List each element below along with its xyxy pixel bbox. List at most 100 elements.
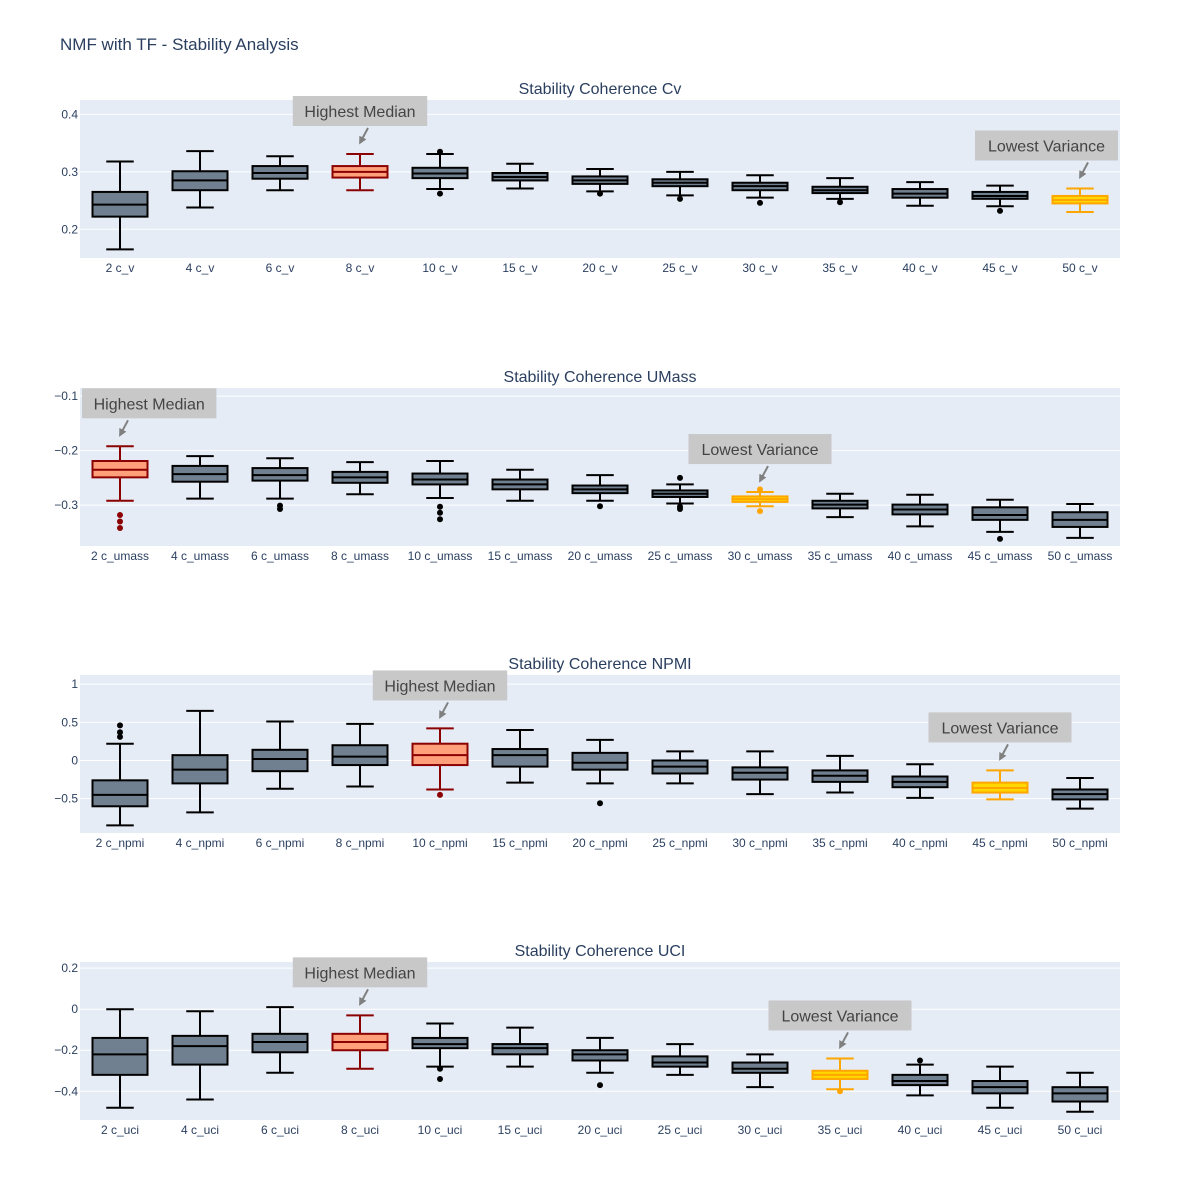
- outlier-point: [117, 511, 123, 518]
- outlier-point: [837, 1088, 843, 1095]
- x-tick-label: 6 c_umass: [251, 549, 309, 563]
- y-tick-label: 0.3: [61, 165, 78, 179]
- y-tick-label: −0.2: [54, 1043, 78, 1057]
- box-15-c_v: [491, 162, 549, 190]
- x-tick-label: 4 c_v: [186, 261, 215, 275]
- figure-title: NMF with TF - Stability Analysis: [60, 35, 299, 54]
- y-tick-label: 1: [71, 677, 78, 691]
- x-tick-label: 4 c_npmi: [176, 836, 225, 850]
- plot-background: [80, 388, 1120, 546]
- outlier-point: [437, 791, 443, 798]
- annotation-highest-median-arrow: [359, 127, 369, 145]
- box-body: [891, 1073, 949, 1087]
- annotation-highest-median: Highest Median: [292, 957, 428, 1006]
- box-30-c_v: [731, 174, 789, 206]
- x-tick-label: 2 c_v: [106, 261, 135, 275]
- outlier-point: [997, 535, 1003, 542]
- annotation-lowest-variance-label: Lowest Variance: [781, 1008, 898, 1025]
- box-body: [91, 1036, 149, 1076]
- box-35-c_umass: [811, 492, 869, 519]
- y-tick-label: 0.2: [61, 961, 78, 975]
- annotation-lowest-variance-box: [688, 434, 832, 465]
- box-45-c_umass: [971, 498, 1029, 542]
- subplot-4: 0.2 0 −0.2 −0.4 Stability Coherence UCI 2 c_u…: [54, 943, 1120, 1137]
- x-tick-label: 30 c_umass: [728, 549, 793, 563]
- annotation-lowest-variance-box: [768, 1000, 912, 1031]
- x-tick-label: 2 c_uci: [101, 1123, 139, 1137]
- box-10-c_umass: [411, 460, 469, 523]
- box-15-c_uci: [491, 1026, 549, 1068]
- x-tick-label: 45 c_umass: [968, 549, 1033, 563]
- y-tick-label: 0.5: [61, 715, 78, 729]
- annotation-highest-median-label: Highest Median: [304, 104, 415, 121]
- annotation-lowest-variance: Lowest Variance: [975, 130, 1118, 180]
- x-tick-label: 45 c_npmi: [972, 836, 1027, 850]
- x-tick-label: 6 c_v: [266, 261, 295, 275]
- x-tick-label: 2 c_umass: [91, 549, 149, 563]
- box-30-c_umass: [731, 486, 789, 515]
- outlier-point: [117, 729, 123, 736]
- x-tick-label: 4 c_uci: [181, 1123, 219, 1137]
- box-body: [651, 1055, 709, 1068]
- x-tick-label: 50 c_uci: [1058, 1123, 1103, 1137]
- x-tick-label: 50 c_npmi: [1052, 836, 1107, 850]
- annotation-highest-median-box: [292, 957, 428, 988]
- y-tick-label: 0: [71, 753, 78, 767]
- x-tick-label: 20 c_umass: [568, 549, 633, 563]
- box-10-c_v: [411, 148, 469, 197]
- box-35-c_uci: [811, 1057, 869, 1095]
- box-50-c_uci: [1051, 1071, 1109, 1113]
- outlier-point: [597, 190, 603, 197]
- outlier-point: [597, 503, 603, 510]
- outlier-point: [117, 733, 123, 740]
- annotation-highest-median-label: Highest Median: [304, 965, 415, 982]
- annotation-highest-median-box: [372, 670, 508, 701]
- box-50-c_npmi: [1051, 777, 1109, 810]
- annotation-lowest-variance-label: Lowest Variance: [701, 442, 818, 459]
- annotation-highest-median-box: [292, 96, 428, 127]
- outlier-point: [757, 199, 763, 206]
- annotation-lowest-variance: Lowest Variance: [688, 434, 832, 483]
- x-tick-label: 45 c_uci: [978, 1123, 1023, 1137]
- box-body: [731, 1061, 789, 1074]
- box-body: [251, 1032, 309, 1054]
- annotation-highest-median-label: Highest Median: [384, 678, 495, 695]
- y-tick-label: −0.2: [54, 444, 78, 458]
- annotation-lowest-variance-arrow: [839, 1031, 849, 1049]
- box-body: [411, 1036, 469, 1050]
- x-tick-label: 4 c_umass: [171, 549, 229, 563]
- box-40-c_v: [891, 181, 949, 207]
- box-35-c_npmi: [811, 754, 869, 794]
- subplot-1: 0.2 0.3 0.4 Stability Coherence Cv 2 c_v 4 c_…: [61, 81, 1120, 275]
- box-8-c_uci: [331, 1014, 389, 1070]
- box-4-c_uci: [171, 1010, 229, 1101]
- box-10-c_npmi: [411, 727, 469, 798]
- box-8-c_umass: [331, 461, 389, 496]
- box-20-c_npmi: [571, 738, 629, 807]
- box-2-c_npmi: [91, 722, 149, 827]
- x-tick-label: 15 c_v: [502, 261, 537, 275]
- box-40-c_uci: [891, 1057, 949, 1097]
- annotation-highest-median: Highest Median: [372, 670, 508, 719]
- outlier-point: [117, 525, 123, 532]
- box-2-c_v: [91, 160, 149, 251]
- box-body: [491, 748, 549, 768]
- annotation-highest-median-arrow: [119, 419, 129, 437]
- x-tick-label: 45 c_v: [982, 261, 1017, 275]
- outlier-point: [437, 190, 443, 197]
- box-25-c_uci: [651, 1043, 709, 1076]
- box-10-c_uci: [411, 1022, 469, 1082]
- x-tick-label: 2 c_npmi: [96, 836, 145, 850]
- subplot-title: Stability Coherence Cv: [519, 81, 682, 98]
- subplot-3: 1 0.5 0 −0.5 Stability Coherence NPMI 2 c_npm…: [54, 656, 1120, 850]
- annotation-highest-median-arrow: [439, 701, 449, 719]
- box-body: [491, 1043, 549, 1056]
- box-30-c_uci: [731, 1053, 789, 1089]
- box-50-c_umass: [1051, 503, 1109, 539]
- box-body: [571, 751, 629, 771]
- box-15-c_npmi: [491, 728, 549, 784]
- x-tick-label: 10 c_uci: [418, 1123, 463, 1137]
- x-tick-label: 30 c_v: [742, 261, 777, 275]
- outlier-point: [437, 148, 443, 155]
- y-tick-label: −0.1: [54, 389, 78, 403]
